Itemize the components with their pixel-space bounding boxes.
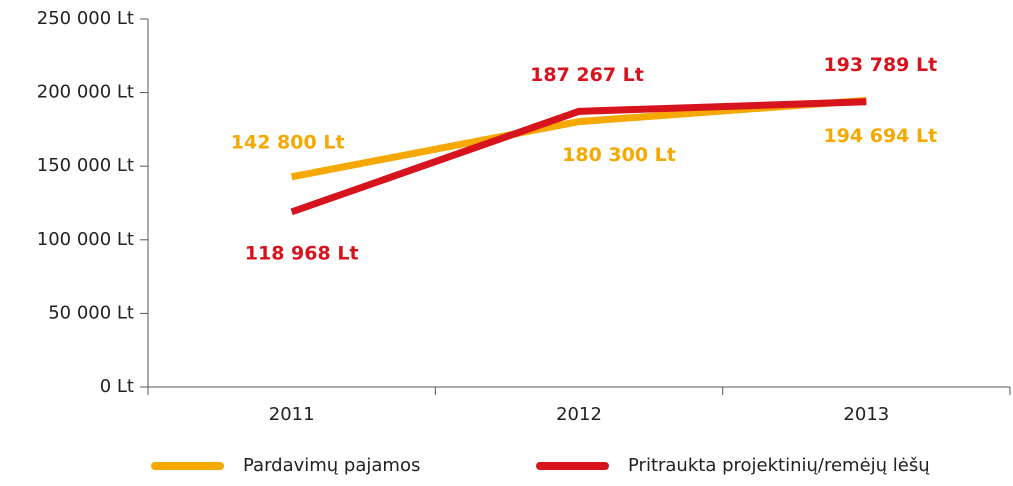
y-tick-label: 150 000 Lt [37, 155, 134, 176]
y-tick-label: 100 000 Lt [37, 229, 134, 250]
y-tick-label: 200 000 Lt [37, 82, 134, 103]
y-tick-label: 50 000 Lt [48, 302, 134, 323]
value-label: 142 800 Lt [231, 131, 345, 153]
legend-label: Pritraukta projektinių/remėjų lėšų [628, 455, 930, 476]
value-label: 193 789 Lt [823, 54, 937, 76]
x-tick-label: 2013 [843, 404, 889, 425]
value-label: 118 968 Lt [245, 242, 359, 264]
value-label: 180 300 Lt [562, 144, 676, 166]
value-label: 194 694 Lt [823, 125, 937, 147]
y-tick-label: 250 000 Lt [37, 8, 134, 29]
x-tick-label: 2011 [269, 404, 315, 425]
line-series [290, 98, 867, 216]
x-tick-label: 2012 [556, 404, 602, 425]
y-tick-label: 0 Lt [100, 376, 134, 397]
value-label: 187 267 Lt [530, 64, 644, 86]
legend-label: Pardavimų pajamos [243, 455, 420, 476]
